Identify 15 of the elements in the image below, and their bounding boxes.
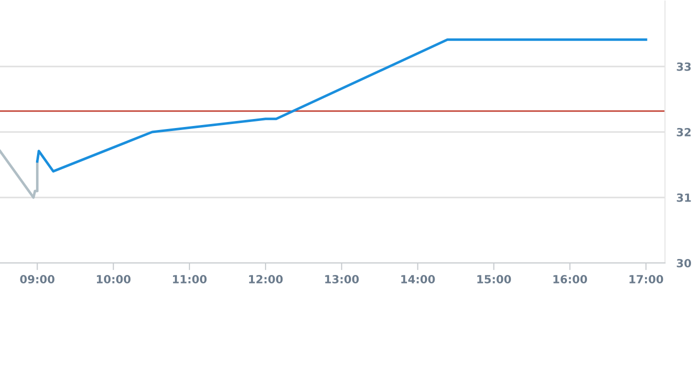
x-tick-label: 12:00: [249, 275, 283, 284]
y-tick-label: 32: [676, 128, 691, 136]
x-tick-label: 10:00: [96, 275, 131, 284]
x-tick-label: 11:00: [173, 275, 207, 284]
x-tick-label: 17:00: [630, 275, 664, 284]
x-tick-label: 09:00: [20, 275, 54, 284]
x-tick-label: 15:00: [477, 275, 511, 284]
x-tick-label: 16:00: [553, 275, 588, 284]
x-tick-label: 14:00: [401, 275, 435, 284]
y-tick-label: 31: [676, 193, 691, 202]
line-series: [36, 38, 648, 173]
y-tick-label: 30: [676, 258, 692, 268]
x-tick-label: 13:00: [325, 275, 359, 284]
line-series: [0, 150, 39, 199]
y-tick-label: 33: [676, 62, 691, 71]
